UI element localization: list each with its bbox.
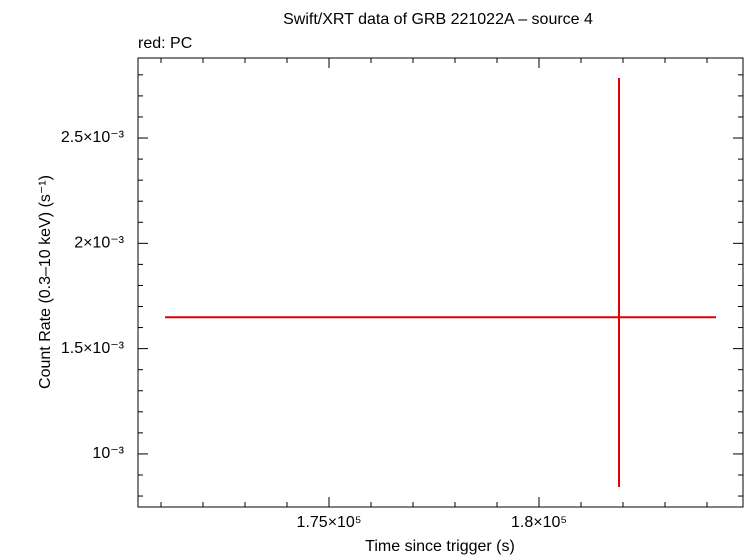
chart-title: Swift/XRT data of GRB 221022A – source 4 xyxy=(283,11,593,28)
plot-frame xyxy=(137,57,744,508)
x-axis-label: Time since trigger (s) xyxy=(365,538,515,555)
y-tick-label: 2.5×10⁻³ xyxy=(61,129,125,146)
y-tick-label: 2×10⁻³ xyxy=(74,235,124,252)
chart-subtitle: red: PC xyxy=(138,35,192,52)
x-tick-label: 1.8×10⁵ xyxy=(511,514,567,531)
y-tick-label: 10⁻³ xyxy=(92,445,124,462)
y-axis-label: Count Rate (0.3–10 keV) (s⁻¹) xyxy=(37,175,54,389)
x-tick-label: 1.75×10⁵ xyxy=(297,514,362,531)
y-tick-label: 1.5×10⁻³ xyxy=(61,340,125,357)
